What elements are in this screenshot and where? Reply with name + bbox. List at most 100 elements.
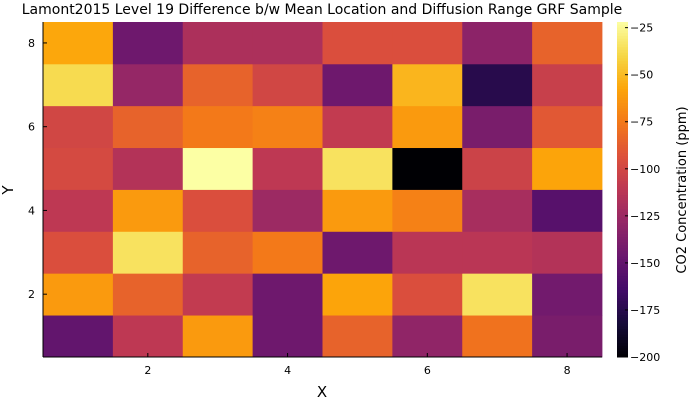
colorbar-segment <box>617 147 628 151</box>
colorbar-segment <box>617 217 628 221</box>
colorbar-tick-label: −150 <box>630 257 660 270</box>
heatmap-cell-x4-y1 <box>252 315 323 358</box>
colorbar-segment <box>617 128 628 132</box>
heatmap-cell-x4-y4 <box>252 189 323 232</box>
heatmap-cell-x7-y1 <box>462 315 533 358</box>
colorbar-segment <box>617 178 628 182</box>
colorbar-segment <box>617 111 628 115</box>
colorbar-segment <box>617 351 628 355</box>
colorbar-segment <box>617 345 628 350</box>
colorbar-segment <box>617 58 628 62</box>
colorbar-segment <box>617 38 628 43</box>
colorbar-segment <box>617 94 628 98</box>
heatmap-cell-x8-y2 <box>532 273 603 316</box>
colorbar-segment <box>617 301 628 305</box>
y-tick-label: 2 <box>28 288 35 301</box>
colorbar-segment <box>617 326 628 330</box>
heatmap-cell-x1-y5 <box>43 147 114 190</box>
heatmap-cell-x8-y6 <box>532 105 603 149</box>
heatmap-cell-x2-y8 <box>112 22 184 65</box>
heatmap-cell-x7-y5 <box>462 147 533 190</box>
colorbar-segment <box>617 331 628 336</box>
colorbar-segment <box>617 236 628 241</box>
heatmap-cell-x6-y6 <box>392 105 463 149</box>
colorbar-tick-label: −100 <box>630 163 660 176</box>
colorbar-segment <box>617 225 628 230</box>
heatmap-cell-x5-y4 <box>322 189 393 232</box>
heatmap-cell-x2-y3 <box>112 231 184 274</box>
colorbar-segment <box>617 211 628 216</box>
heatmap-cell-x5-y3 <box>322 231 393 274</box>
colorbar-segment <box>617 150 628 154</box>
heatmap-cell-x6-y5 <box>392 147 463 190</box>
colorbar-segment <box>617 206 628 210</box>
colorbar-segment <box>617 91 628 96</box>
heatmap-cell-x5-y1 <box>322 315 393 358</box>
heatmap-cells <box>43 22 603 358</box>
colorbar-segment <box>617 61 628 65</box>
colorbar-segment <box>617 303 628 308</box>
colorbar-ticks: −25 −50 −75 −100 −125 −150 −175 −200 <box>625 22 660 364</box>
colorbar-segment <box>617 234 628 238</box>
colorbar-segment <box>617 259 628 263</box>
colorbar-segment <box>617 223 628 227</box>
heatmap-cell-x4-y3 <box>252 231 323 274</box>
heatmap-cell-x1-y3 <box>43 231 114 274</box>
heatmap-cell-x5-y6 <box>322 105 393 149</box>
colorbar-segment <box>617 200 628 204</box>
colorbar-segment <box>617 209 628 213</box>
colorbar-segment <box>617 343 628 347</box>
colorbar-segment <box>617 306 628 311</box>
colorbar-segment <box>617 49 628 54</box>
heatmap-cell-x3-y7 <box>182 63 254 107</box>
colorbar-segment <box>617 245 628 249</box>
heatmap-cell-x2-y1 <box>112 315 184 358</box>
colorbar-segment <box>617 63 628 68</box>
heatmap-cell-x1-y4 <box>43 189 114 232</box>
colorbar-segment <box>617 172 628 177</box>
colorbar-segment <box>617 287 628 291</box>
y-axis-label: Y <box>0 185 17 196</box>
heatmap-cell-x8-y4 <box>532 189 603 232</box>
colorbar-segment <box>617 309 628 313</box>
heatmap-cell-x7-y2 <box>462 273 533 316</box>
colorbar-segment <box>617 228 628 232</box>
colorbar <box>617 22 628 358</box>
heatmap-cell-x2-y6 <box>112 105 184 149</box>
heatmap-cell-x5-y7 <box>322 63 393 107</box>
colorbar-segment <box>617 262 628 266</box>
colorbar-segment <box>617 156 628 160</box>
colorbar-segment <box>617 139 628 143</box>
colorbar-segment <box>617 164 628 168</box>
colorbar-segment <box>617 44 628 48</box>
heatmap-cell-x3-y2 <box>182 273 254 316</box>
colorbar-segment <box>617 153 628 157</box>
colorbar-segment <box>617 292 628 297</box>
heatmap-cell-x8-y1 <box>532 315 603 358</box>
colorbar-segment <box>617 214 628 218</box>
colorbar-segment <box>617 323 628 327</box>
x-ticks: 2 4 6 8 <box>144 353 571 377</box>
colorbar-segment <box>617 264 628 269</box>
colorbar-segment <box>617 256 628 260</box>
colorbar-tick-label: −125 <box>630 210 660 223</box>
colorbar-segment <box>617 278 628 283</box>
heatmap-cell-x4-y6 <box>252 105 323 149</box>
colorbar-segment <box>617 203 628 207</box>
y-tick-label: 4 <box>28 204 35 217</box>
colorbar-segment <box>617 270 628 274</box>
heatmap-cell-x6-y2 <box>392 273 463 316</box>
heatmap-cell-x2-y2 <box>112 273 184 316</box>
heatmap-cell-x6-y7 <box>392 63 463 107</box>
heatmap-cell-x4-y5 <box>252 147 323 190</box>
heatmap-cell-x7-y6 <box>462 105 533 149</box>
colorbar-segment <box>617 273 628 277</box>
x-tick-label: 2 <box>144 364 151 377</box>
colorbar-segment <box>617 298 628 302</box>
colorbar-segment <box>617 348 628 352</box>
colorbar-segment <box>617 337 628 341</box>
colorbar-segment <box>617 312 628 316</box>
heatmap-cell-x1-y7 <box>43 63 114 107</box>
colorbar-segment <box>617 86 628 90</box>
